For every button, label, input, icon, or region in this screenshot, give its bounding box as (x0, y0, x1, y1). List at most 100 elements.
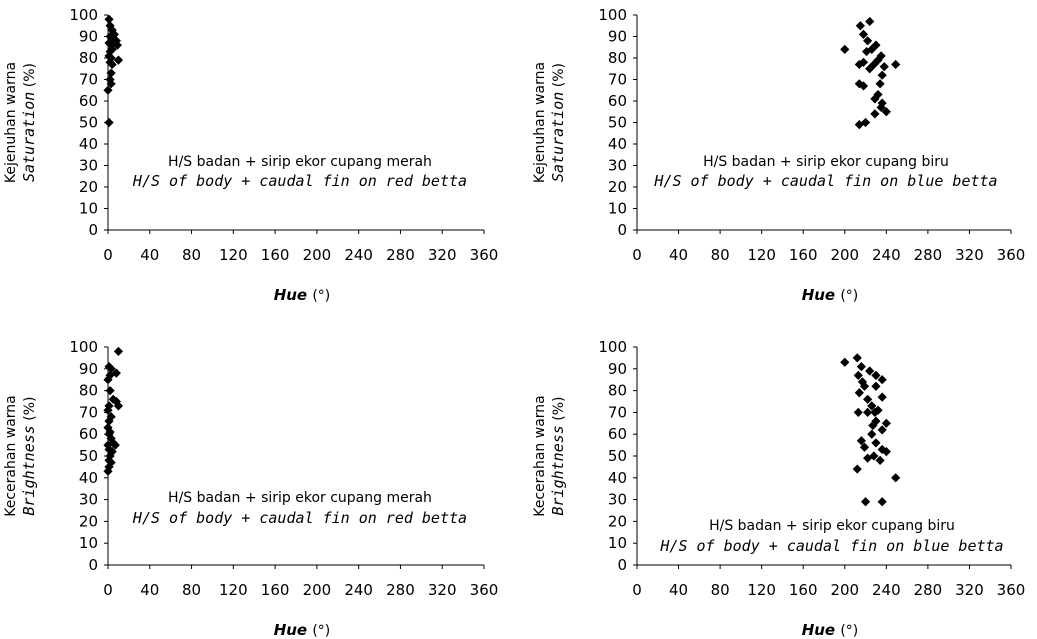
x-tick-label: 0 (103, 246, 113, 264)
y-tick-label: 50 (79, 114, 98, 132)
data-point (871, 381, 881, 391)
x-tick-label: 240 (344, 246, 373, 264)
y-tick-label: 40 (608, 469, 627, 487)
y-tick-label: 70 (608, 403, 627, 421)
data-point (870, 407, 880, 417)
data-point (103, 440, 113, 450)
x-axis-label: Hue (°) (274, 286, 331, 304)
data-point (871, 370, 881, 380)
data-point (877, 70, 887, 80)
x-tick-label: 200 (830, 246, 859, 264)
data-point (875, 455, 885, 465)
data-point (860, 117, 871, 128)
data-point (865, 64, 875, 74)
y-tick-label: 30 (79, 491, 98, 509)
data-point (871, 438, 881, 448)
x-tick-label: 160 (261, 246, 290, 264)
x-tick-label: 240 (872, 581, 901, 599)
y-axis-label-line-2: Brightness (%) (549, 397, 567, 516)
data-point (103, 405, 113, 415)
x-tick-label: 200 (303, 246, 332, 264)
y-tick-label: 50 (608, 114, 627, 132)
x-tick-label: 80 (182, 581, 201, 599)
data-point (105, 386, 115, 396)
data-point (863, 407, 873, 417)
x-axis-label-name: Hue (802, 621, 841, 639)
data-point (877, 98, 887, 108)
data-point (854, 120, 864, 130)
annotation-line-1: H/S badan + sirip ekor cupang merah (168, 490, 432, 506)
y-tick-label: 20 (79, 178, 98, 196)
x-tick-label: 240 (344, 581, 373, 599)
x-axis-label: Hue (°) (802, 621, 859, 639)
data-point (879, 62, 889, 72)
data-point (852, 353, 862, 363)
data-point (891, 59, 901, 70)
x-tick-label: 40 (140, 246, 159, 264)
data-point (877, 375, 887, 385)
y-tick-label: 30 (608, 157, 627, 175)
annotation-line-2: H/S of body + caudal fin on red betta (132, 509, 467, 527)
y-axis-label-unit: (%) (551, 397, 567, 426)
annotation-line-2: H/S of body + caudal fin on blue betta (659, 537, 1003, 555)
data-point (858, 81, 869, 91)
data-point (877, 392, 887, 402)
data-point (881, 107, 891, 117)
y-tick-label: 100 (69, 338, 98, 356)
y-tick-label: 80 (608, 382, 627, 400)
y-tick-label: 60 (608, 425, 627, 443)
y-tick-label: 40 (79, 135, 98, 153)
data-point (113, 346, 124, 356)
y-tick-label: 90 (608, 360, 627, 378)
data-point (106, 412, 116, 422)
y-tick-label: 70 (608, 71, 627, 89)
data-point (106, 40, 116, 50)
data-point (854, 59, 864, 70)
x-axis-label: Hue (°) (802, 286, 859, 304)
x-tick-label: 280 (386, 246, 415, 264)
chart-brightness-red-betta: 0 10 20 30 40 50 60 70 80 90 100 0 40 80 120 160 200 240 2… (3, 338, 498, 639)
data-point (110, 440, 120, 450)
y-tick-label: 70 (79, 71, 98, 89)
y-axis-label-line-2: Brightness (%) (20, 397, 38, 516)
data-point (853, 407, 863, 417)
data-point (881, 447, 891, 457)
chart-brightness-blue-betta: 0 10 20 30 40 50 60 70 80 90 100 0 40 80 120 160 200 240 2… (532, 338, 1025, 639)
data-point (871, 40, 881, 50)
y-tick-label: 20 (608, 178, 627, 196)
data-point (104, 462, 114, 472)
annotation-line-1: H/S badan + sirip ekor cupang biru (703, 154, 949, 170)
x-axis-label: Hue (°) (274, 621, 331, 639)
x-tick-label: 360 (997, 246, 1026, 264)
data-point (859, 442, 870, 452)
data-point (861, 46, 872, 57)
data-point (863, 36, 873, 46)
x-tick-label: 280 (914, 246, 943, 264)
data-point (876, 51, 886, 61)
y-tick-label: 80 (79, 382, 98, 400)
y-tick-label: 0 (88, 221, 98, 239)
x-tick-label: 120 (219, 581, 248, 599)
data-point (855, 21, 865, 31)
x-tick-label: 320 (428, 246, 457, 264)
data-point (860, 497, 871, 507)
data-point (104, 117, 114, 128)
data-point (867, 401, 877, 411)
y-tick-label: 40 (608, 135, 627, 153)
x-tick-label: 40 (669, 246, 688, 264)
x-tick-label: 80 (182, 246, 201, 264)
x-tick-label: 320 (955, 246, 984, 264)
y-tick-label: 0 (617, 221, 627, 239)
y-tick-label: 90 (79, 28, 98, 46)
y-tick-label: 70 (79, 403, 98, 421)
data-point (103, 423, 113, 433)
data-point (112, 40, 122, 50)
x-tick-label: 120 (219, 246, 248, 264)
data-point (103, 375, 113, 385)
x-tick-label: 120 (747, 581, 776, 599)
x-axis-label-name: Hue (274, 621, 313, 639)
y-tick-label: 20 (608, 512, 627, 530)
data-point (870, 109, 880, 119)
data-point (871, 416, 881, 426)
x-tick-label: 40 (140, 581, 159, 599)
